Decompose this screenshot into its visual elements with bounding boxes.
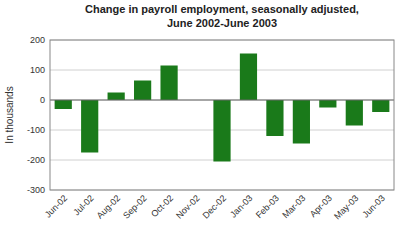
y-axis-label: In thousands [4,86,15,143]
x-tick-label: May-03 [332,193,360,221]
x-tick-label: Jun-02 [43,193,70,220]
y-tick-label: -200 [27,155,45,165]
y-tick-label: -300 [27,185,45,195]
grid-line [50,100,394,101]
plot-frame [50,40,394,190]
bar [293,100,310,144]
bar [160,66,177,101]
x-tick-label: Dec-02 [201,193,229,221]
x-tick-label: Jun-03 [360,193,387,220]
bar [372,100,389,112]
zero-line [50,100,394,101]
y-tick-label: -100 [27,125,45,135]
x-tick-label: Jan-03 [228,193,255,220]
chart: Change in payroll employment, seasonally… [0,0,401,238]
y-tick-label: 200 [30,35,45,45]
x-tick-label: Feb-03 [254,193,281,220]
bar [266,100,283,136]
x-tick-label: Nov-02 [174,193,202,221]
bar [240,54,257,101]
y-tick-label: 0 [40,95,45,105]
subtitle: June 2002-June 2003 [167,17,277,29]
x-tick-label: Jul-02 [71,193,95,217]
grid [50,40,394,190]
bar [134,81,151,101]
grid-line [50,70,394,71]
chart-container: Change in payroll employment, seasonally… [0,0,401,238]
y-tick-label: 100 [30,65,45,75]
x-tick-label: Aug-02 [95,193,123,221]
x-tick-label: Mar-03 [280,193,307,220]
bar [213,100,230,162]
x-tick-label: Sep-02 [121,193,149,221]
bar [81,100,98,153]
bar [55,100,72,109]
x-tick-label: Apr-03 [308,193,334,219]
bar [108,93,125,101]
title: Change in payroll employment, seasonally… [85,3,359,15]
bar [319,100,336,108]
bars [55,54,390,162]
bar [346,100,363,126]
x-tick-label: Oct-02 [149,193,175,219]
